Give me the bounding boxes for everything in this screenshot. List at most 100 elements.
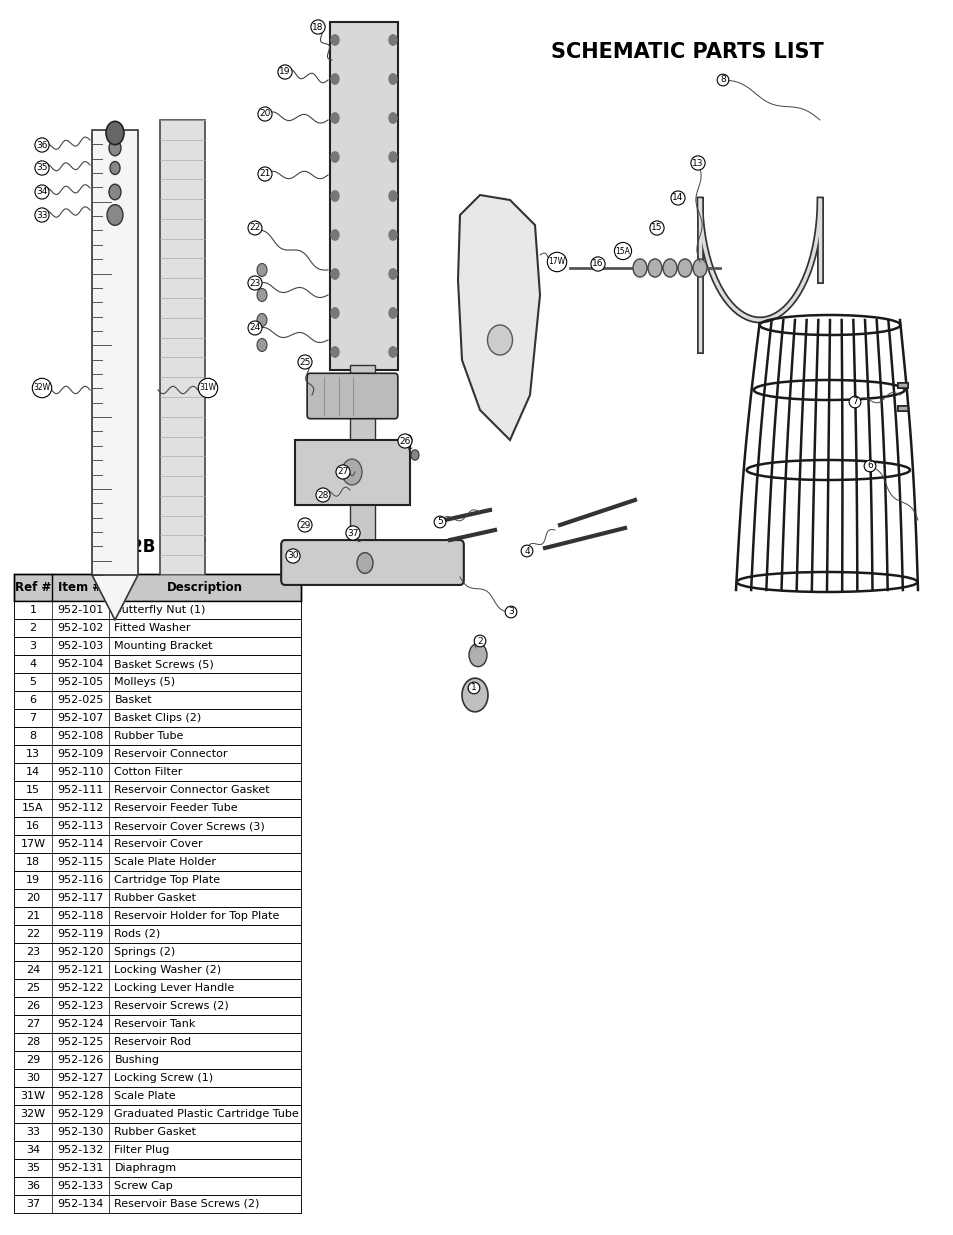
Circle shape: [403, 435, 412, 445]
Text: Basket Screws (5): Basket Screws (5): [114, 659, 214, 669]
Bar: [14, 1068, 300, 1087]
Circle shape: [256, 314, 267, 326]
Text: 14: 14: [26, 767, 40, 777]
Circle shape: [411, 450, 418, 461]
Circle shape: [389, 269, 396, 279]
Circle shape: [389, 112, 396, 124]
Text: 952-134: 952-134: [57, 1199, 103, 1209]
Bar: [14, 1105, 300, 1123]
Bar: [14, 763, 300, 781]
Text: 952-131: 952-131: [57, 1163, 103, 1173]
Text: 29: 29: [26, 1055, 40, 1065]
Text: Reservoir Connector Gasket: Reservoir Connector Gasket: [114, 785, 270, 795]
Text: 27: 27: [26, 1019, 40, 1029]
FancyBboxPatch shape: [281, 540, 463, 585]
Bar: [14, 1032, 300, 1051]
Text: 952-107: 952-107: [57, 713, 103, 724]
Text: 20: 20: [26, 893, 40, 903]
Text: Scale Plate Holder: Scale Plate Holder: [114, 857, 216, 867]
Bar: [14, 673, 300, 692]
Text: 14: 14: [672, 194, 683, 203]
Text: 952-127: 952-127: [57, 1073, 103, 1083]
Text: 952-116: 952-116: [57, 876, 103, 885]
Text: 34: 34: [36, 188, 48, 196]
Text: 24: 24: [249, 324, 260, 332]
Text: 952-119: 952-119: [57, 929, 103, 939]
Text: 952B UNIT: 952B UNIT: [109, 538, 206, 556]
Text: 18: 18: [312, 22, 323, 32]
Bar: [14, 997, 300, 1015]
Bar: [14, 637, 300, 656]
Text: 35: 35: [26, 1163, 40, 1173]
Circle shape: [331, 112, 338, 124]
Text: 952-118: 952-118: [57, 911, 103, 921]
Text: 30: 30: [26, 1073, 40, 1083]
Text: 15: 15: [651, 224, 662, 232]
Text: 32W: 32W: [20, 1109, 46, 1119]
Text: Filter Plug: Filter Plug: [114, 1145, 170, 1155]
Text: 952-126: 952-126: [57, 1055, 103, 1065]
Circle shape: [633, 259, 646, 277]
Text: 952-122: 952-122: [57, 983, 103, 993]
Text: 23: 23: [26, 947, 40, 957]
Bar: [14, 944, 300, 961]
Text: Rubber Tube: Rubber Tube: [114, 731, 184, 741]
Text: 2: 2: [476, 636, 482, 646]
Text: 21: 21: [259, 169, 271, 179]
Circle shape: [106, 121, 124, 144]
Bar: [14, 781, 300, 799]
Text: 952-104: 952-104: [57, 659, 103, 669]
Text: Reservoir Base Screws (2): Reservoir Base Screws (2): [114, 1199, 259, 1209]
Text: Screw Cap: Screw Cap: [114, 1181, 173, 1191]
Bar: [14, 1051, 300, 1068]
Circle shape: [389, 152, 396, 162]
Circle shape: [469, 643, 486, 667]
Text: Reservoir Feeder Tube: Reservoir Feeder Tube: [114, 803, 238, 813]
Bar: [91, 130, 138, 576]
Text: 6: 6: [30, 695, 36, 705]
Text: 37: 37: [347, 529, 358, 537]
Bar: [14, 656, 300, 673]
Text: 13: 13: [26, 750, 40, 760]
Text: 36: 36: [36, 141, 48, 149]
Text: 19: 19: [279, 68, 291, 77]
Ellipse shape: [487, 325, 512, 354]
Text: 8: 8: [30, 731, 36, 741]
Text: 29: 29: [299, 520, 311, 530]
Circle shape: [256, 263, 267, 277]
Circle shape: [331, 230, 338, 240]
Text: 952-105: 952-105: [57, 677, 103, 687]
Circle shape: [647, 259, 661, 277]
Circle shape: [256, 289, 267, 301]
Bar: [14, 818, 300, 835]
Text: 25: 25: [26, 983, 40, 993]
Circle shape: [389, 230, 396, 240]
Circle shape: [331, 74, 338, 84]
Text: Locking Screw (1): Locking Screw (1): [114, 1073, 213, 1083]
Text: Reservoir Cover Screws (3): Reservoir Cover Screws (3): [114, 821, 265, 831]
Bar: [14, 709, 300, 727]
Text: Diaphragm: Diaphragm: [114, 1163, 176, 1173]
Text: Fitted Washer: Fitted Washer: [114, 624, 191, 634]
Text: Description: Description: [167, 582, 242, 594]
Circle shape: [356, 552, 373, 573]
Bar: [14, 727, 300, 745]
Text: 952-123: 952-123: [57, 1000, 103, 1011]
Bar: [160, 120, 205, 576]
Bar: [330, 22, 397, 370]
Circle shape: [107, 205, 123, 225]
Text: 21: 21: [26, 911, 40, 921]
Text: 952-128: 952-128: [57, 1091, 103, 1100]
Circle shape: [110, 162, 120, 174]
Circle shape: [678, 259, 691, 277]
Text: Scale Plate: Scale Plate: [114, 1091, 176, 1100]
Text: 952-110: 952-110: [57, 767, 103, 777]
Bar: [14, 906, 300, 925]
Text: Rubber Gasket: Rubber Gasket: [114, 1126, 196, 1137]
Bar: [14, 601, 300, 619]
Text: Rods (2): Rods (2): [114, 929, 160, 939]
Circle shape: [109, 184, 121, 200]
Text: 952-114: 952-114: [57, 839, 103, 848]
Circle shape: [662, 259, 677, 277]
Text: Reservoir Tank: Reservoir Tank: [114, 1019, 195, 1029]
